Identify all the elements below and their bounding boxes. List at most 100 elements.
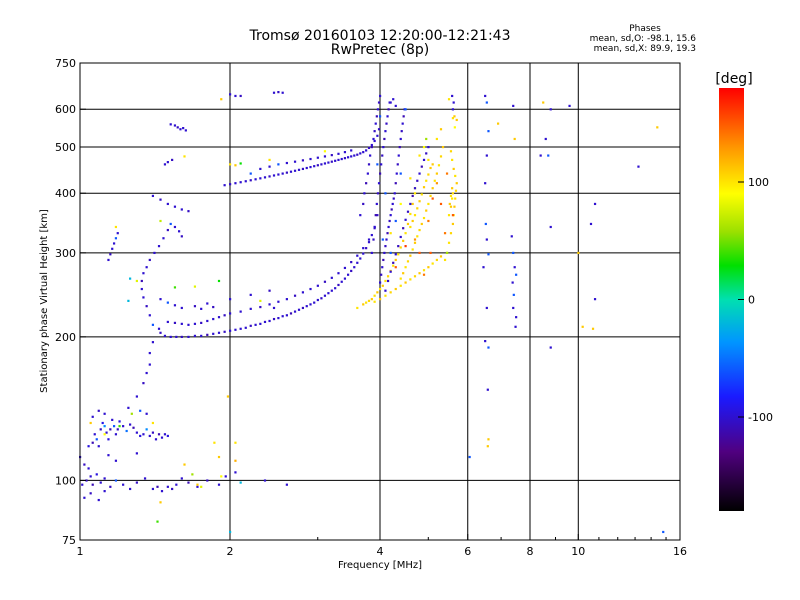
data-point — [377, 101, 381, 104]
data-point — [316, 156, 319, 159]
data-point — [166, 202, 169, 206]
data-point — [169, 222, 172, 226]
data-point — [427, 219, 430, 223]
data-point — [234, 94, 237, 98]
data-point — [593, 298, 597, 301]
data-point — [380, 163, 383, 166]
data-point — [399, 172, 402, 175]
data-point — [413, 192, 417, 195]
data-point — [309, 287, 312, 291]
data-point — [362, 247, 365, 250]
data-point — [416, 235, 419, 238]
data-point — [370, 251, 373, 255]
data-point — [392, 261, 395, 264]
data-point — [234, 164, 237, 167]
data-point — [157, 433, 161, 436]
data-point — [277, 173, 280, 176]
data-point — [449, 150, 453, 153]
data-point — [114, 433, 118, 436]
data-point — [268, 165, 271, 168]
data-point — [487, 253, 490, 256]
data-point — [316, 164, 319, 167]
data-point — [166, 434, 169, 438]
data-point — [285, 483, 288, 486]
data-point — [166, 320, 169, 324]
data-point — [449, 205, 453, 208]
data-point — [381, 284, 384, 287]
data-point — [346, 156, 350, 159]
data-point — [184, 129, 187, 132]
data-point — [323, 162, 327, 165]
data-point — [365, 182, 368, 185]
data-point — [254, 323, 257, 326]
data-point — [373, 294, 376, 297]
data-point — [370, 233, 373, 237]
data-point — [431, 197, 434, 200]
data-point — [427, 202, 430, 206]
data-point — [129, 423, 132, 426]
data-point — [103, 433, 106, 436]
data-point — [91, 415, 94, 418]
data-point — [373, 130, 376, 133]
data-point — [389, 270, 392, 273]
data-point — [406, 210, 410, 213]
data-point — [112, 242, 116, 245]
data-point — [340, 157, 343, 161]
data-point — [145, 266, 148, 269]
chart-subtitle: RwPretec (8p) — [331, 42, 429, 58]
data-point — [418, 251, 421, 255]
data-point — [353, 266, 356, 269]
data-point — [285, 171, 288, 174]
data-point — [409, 177, 412, 180]
data-point — [173, 205, 177, 208]
data-point — [399, 284, 402, 287]
data-point — [239, 181, 242, 184]
y-tick-label: 300 — [55, 247, 76, 260]
data-point — [187, 210, 190, 213]
data-point — [392, 264, 395, 267]
data-point — [379, 281, 382, 284]
data-point — [394, 219, 397, 223]
data-point — [114, 237, 118, 240]
data-point — [142, 272, 145, 275]
data-point — [289, 170, 293, 173]
data-point — [156, 520, 159, 523]
data-point — [542, 101, 545, 104]
data-point — [394, 266, 397, 269]
data-point — [411, 219, 414, 223]
data-point — [662, 530, 665, 534]
y-tick-label: 75 — [62, 534, 76, 547]
data-point — [420, 222, 423, 226]
data-point — [95, 473, 98, 476]
data-point — [362, 202, 365, 206]
data-point — [389, 232, 392, 235]
data-point — [370, 143, 373, 147]
data-point — [217, 331, 221, 334]
data-point — [103, 412, 106, 415]
data-point — [244, 326, 247, 329]
data-point — [145, 412, 148, 415]
data-point — [593, 202, 597, 206]
data-point — [151, 421, 155, 425]
data-point — [139, 409, 142, 412]
data-point — [196, 485, 199, 488]
colorbar-label: [deg] — [715, 71, 752, 87]
data-point — [433, 179, 436, 182]
data-point — [89, 492, 92, 495]
data-point — [439, 202, 443, 206]
data-point — [87, 467, 90, 470]
data-point — [406, 260, 410, 263]
colorbar-tick-label: 100 — [748, 176, 769, 189]
data-point — [334, 159, 337, 162]
data-point — [116, 428, 119, 431]
data-point — [224, 475, 227, 478]
data-point — [451, 222, 455, 226]
data-point — [263, 176, 267, 179]
data-point — [441, 145, 445, 149]
data-point — [656, 126, 659, 129]
data-point — [397, 154, 400, 157]
data-point — [453, 115, 456, 118]
data-point — [427, 145, 430, 149]
data-point — [206, 302, 209, 305]
